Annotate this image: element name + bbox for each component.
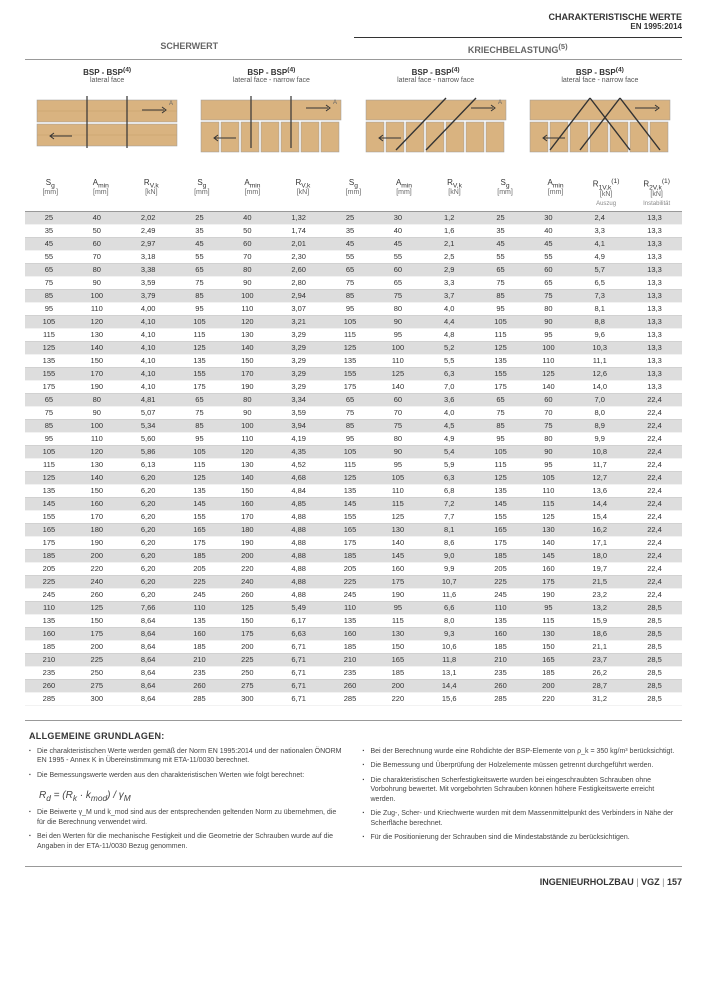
table-row: 55703,1855702,3055552,555554,913,3 <box>25 250 682 263</box>
subheader: BSP - BSP(4)lateral face - narrow face <box>518 60 682 90</box>
table-row: 1852006,201852004,881851459,018514518,02… <box>25 549 682 562</box>
table-row: 25402,0225401,3225301,225302,413,3 <box>25 212 682 225</box>
formula: Rd = (Rk · kmod) / γM <box>29 785 345 808</box>
note-item: Für die Positionierung der Schrauben sin… <box>363 833 679 842</box>
table-row: 1651806,201651804,881651308,116513016,22… <box>25 523 682 536</box>
col-header: R1V,k(1)[kN]Auszug <box>581 178 632 207</box>
table-row: 1151304,101151303,29115954,8115959,613,3 <box>25 328 682 341</box>
table-row: 1351508,641351506,171351158,013511515,92… <box>25 614 682 627</box>
table-row: 2853008,642853006,7128522015,628522031,2… <box>25 692 682 705</box>
col-header: Amin[mm] <box>379 178 430 207</box>
column-headers: Sg[mm]Amin[mm]RV,k[kN]Sg[mm]Amin[mm]RV,k… <box>25 170 682 212</box>
table-row: 1551706,201551704,881551257,715512515,42… <box>25 510 682 523</box>
note-item: Die Zug-, Scher- und Kriechwerte wurden … <box>363 809 679 828</box>
header-title: CHARAKTERISTISCHE WERTE <box>25 12 682 22</box>
col-header: Sg[mm] <box>25 178 76 207</box>
svg-text:A: A <box>498 100 502 106</box>
table-row: 1151306,131151304,52115955,91159511,722,… <box>25 458 682 471</box>
section-headers: SCHERWERT KRIECHBELASTUNG(5) <box>25 37 682 60</box>
table-row: 2052206,202052204,882051609,920516019,72… <box>25 562 682 575</box>
col-header: Amin[mm] <box>76 178 127 207</box>
page-footer: INGENIEURHOLZBAU | VGZ | 157 <box>25 867 682 897</box>
col-header: R2V,k(1)[kN]Instabilität <box>631 178 682 207</box>
table-row: 851005,34851003,9485754,585758,922,4 <box>25 419 682 432</box>
table-row: 2352508,642352506,7123518513,123518526,2… <box>25 666 682 679</box>
table-row: 1601758,641601756,631601309,316013018,62… <box>25 627 682 640</box>
notes-section: ALLGEMEINE GRUNDLAGEN: Die charakteristi… <box>25 720 682 867</box>
diagram-row: A A <box>25 90 682 170</box>
subheader: BSP - BSP(4)lateral face - narrow face <box>354 60 518 90</box>
diagram-4 <box>518 90 682 170</box>
subheader: BSP - BSP(4)lateral face - narrow face <box>189 60 353 90</box>
col-header: Sg[mm] <box>177 178 228 207</box>
table-row: 1751906,201751904,881751408,617514017,12… <box>25 536 682 549</box>
diagram-1: A <box>25 90 189 170</box>
section-kriech: KRIECHBELASTUNG(5) <box>354 37 683 60</box>
col-header: Amin[mm] <box>227 178 278 207</box>
note-item: Die Bemessungswerte werden aus den chara… <box>29 771 345 780</box>
notes-right: Bei der Berechnung wurde eine Rohdichte … <box>363 747 679 856</box>
diagram-3: A <box>354 90 518 170</box>
note-item: Die charakteristischen Scherfestigkeitsw… <box>363 776 679 804</box>
notes-title: ALLGEMEINE GRUNDLAGEN: <box>29 731 678 741</box>
table-row: 1351506,201351504,841351106,813511013,62… <box>25 484 682 497</box>
note-item: Die charakteristischen Werte werden gemä… <box>29 747 345 766</box>
table-row: 75903,5975902,8075653,375656,513,3 <box>25 276 682 289</box>
table-row: 2452606,202452604,8824519011,624519023,2… <box>25 588 682 601</box>
table-row: 1551704,101551703,291551256,315512512,61… <box>25 367 682 380</box>
subheader-row: BSP - BSP(4)lateral faceBSP - BSP(4)late… <box>25 60 682 90</box>
col-header: Amin[mm] <box>530 178 581 207</box>
col-header: Sg[mm] <box>480 178 531 207</box>
table-row: 75905,0775903,5975704,075708,022,4 <box>25 406 682 419</box>
table-row: 1051204,101051203,21105904,4105908,813,3 <box>25 315 682 328</box>
svg-text:A: A <box>333 100 337 106</box>
table-row: 65803,3865802,6065602,965605,713,3 <box>25 263 682 276</box>
table-row: 1251404,101251403,291251005,212510010,31… <box>25 341 682 354</box>
data-table: 25402,0225401,3225301,225302,413,335502,… <box>25 212 682 706</box>
table-row: 1751904,101751903,291751407,017514014,01… <box>25 380 682 393</box>
note-item: Bei den Werten für die mechanische Festi… <box>29 832 345 851</box>
table-row: 2602758,642602756,7126020014,426020028,7… <box>25 679 682 692</box>
col-header: Sg[mm] <box>328 178 379 207</box>
col-header: RV,k[kN] <box>126 178 177 207</box>
table-row: 2102258,642102256,7121016511,821016523,7… <box>25 653 682 666</box>
table-row: 1251406,201251404,681251056,312510512,72… <box>25 471 682 484</box>
doc-header: CHARAKTERISTISCHE WERTE EN 1995:2014 <box>25 0 682 37</box>
diagram-2: A <box>189 90 353 170</box>
table-row: 1051205,861051204,35105905,41059010,822,… <box>25 445 682 458</box>
table-row: 65804,8165803,3465603,665607,022,4 <box>25 393 682 406</box>
notes-left: Die charakteristischen Werte werden gemä… <box>29 747 345 856</box>
table-row: 851003,79851002,9485753,785757,313,3 <box>25 289 682 302</box>
table-row: 1101257,661101255,49110956,61109513,228,… <box>25 601 682 614</box>
section-scherwert: SCHERWERT <box>25 37 354 60</box>
header-subtitle: EN 1995:2014 <box>25 22 682 31</box>
note-item: Bei der Berechnung wurde eine Rohdichte … <box>363 747 679 756</box>
table-row: 1451606,201451604,851451157,214511514,42… <box>25 497 682 510</box>
table-row: 2252406,202252404,8822517510,722517521,5… <box>25 575 682 588</box>
table-row: 35502,4935501,7435401,635403,313,3 <box>25 224 682 237</box>
col-header: RV,k[kN] <box>429 178 480 207</box>
subheader: BSP - BSP(4)lateral face <box>25 60 189 90</box>
table-row: 1351504,101351503,291351105,513511011,11… <box>25 354 682 367</box>
table-row: 951105,60951104,1995804,995809,922,4 <box>25 432 682 445</box>
col-header: RV,k[kN] <box>278 178 329 207</box>
svg-text:A: A <box>169 101 173 107</box>
table-row: 951104,00951103,0795804,095808,113,3 <box>25 302 682 315</box>
note-item: Die Bemessung und Überprüfung der Holzel… <box>363 761 679 770</box>
note-item: Die Beiwerte γ_M und k_mod sind aus der … <box>29 808 345 827</box>
table-row: 45602,9745602,0145452,145454,113,3 <box>25 237 682 250</box>
table-row: 1852008,641852006,7118515010,618515021,1… <box>25 640 682 653</box>
